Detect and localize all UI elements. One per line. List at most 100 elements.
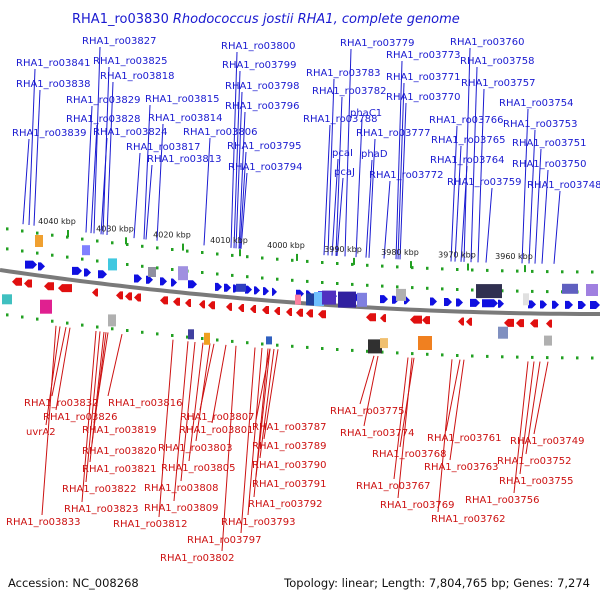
top-leader-line [100,137,108,235]
top-gene-label[interactable]: RHA1_ro03838 [16,79,91,90]
top-gene-label[interactable]: RHA1_ro03796 [225,101,300,112]
top-leader-line [460,165,468,262]
bottom-gene-label[interactable]: RHA1_ro03802 [160,553,235,564]
top-leader-line [230,51,238,248]
bottom-gene-label[interactable]: RHA1_ro03767 [356,481,431,492]
top-gene-label[interactable]: RHA1_ro03758 [460,56,535,67]
scale-dot [21,315,24,319]
top-gene-label[interactable]: RHA1_ro03788 [303,114,378,125]
bottom-gene-label[interactable]: RHA1_ro03797 [187,535,262,546]
top-gene-label[interactable]: RHA1_ro03806 [183,127,258,138]
top-gene-label[interactable]: pcaJ [334,167,355,178]
top-gene-label[interactable]: RHA1_ro03750 [512,159,587,170]
bottom-gene-label[interactable]: RHA1_ro03819 [82,425,157,436]
top-gene-label[interactable]: RHA1_ro03798 [225,81,300,92]
top-gene-label[interactable]: RHA1_ro03773 [386,50,461,61]
forward-gene-arrow [72,266,82,275]
bottom-gene-label[interactable]: RHA1_ro03821 [82,464,157,475]
top-gene-label[interactable]: RHA1_ro03794 [228,162,303,173]
top-gene-label[interactable]: RHA1_ro03800 [221,41,296,52]
bottom-gene-label[interactable]: RHA1_ro03803 [158,443,233,454]
top-gene-label[interactable]: RHA1_ro03770 [386,92,461,103]
forward-gene-arrow [272,287,277,296]
bottom-gene-label[interactable]: RHA1_ro03749 [510,436,585,447]
top-leader-line [145,164,153,240]
top-gene-label[interactable]: RHA1_ro03827 [82,36,157,47]
top-gene-label[interactable]: RHA1_ro03829 [66,95,141,106]
scale-dot [171,268,174,271]
top-gene-label[interactable]: RHA1_ro03777 [356,128,431,139]
bottom-gene-label[interactable]: RHA1_ro03823 [64,504,139,515]
bottom-gene-label[interactable]: RHA1_ro03833 [6,517,81,528]
bottom-gene-label[interactable]: RHA1_ro03807 [180,412,255,423]
scale-dot [456,268,459,271]
bottom-gene-label[interactable]: RHA1_ro03832 [24,398,99,409]
top-gene-label[interactable]: RHA1_ro03824 [93,127,168,138]
top-gene-label[interactable]: RHA1_ro03825 [93,56,168,67]
top-gene-label[interactable]: RHA1_ro03766 [429,115,504,126]
bottom-leader-line [253,348,269,498]
scale-dot [486,268,489,272]
top-gene-label[interactable]: RHA1_ro03779 [340,38,415,49]
feature-block [178,266,188,281]
top-gene-label[interactable]: RHA1_ro03782 [312,86,387,97]
top-gene-label[interactable]: RHA1_ro03815 [145,94,220,105]
top-gene-label[interactable]: RHA1_ro03754 [499,98,574,109]
top-gene-label[interactable]: RHA1_ro03748 [527,180,600,191]
bottom-gene-label[interactable]: RHA1_ro03787 [252,422,327,433]
top-gene-label[interactable]: RHA1_ro03839 [12,128,87,139]
bottom-gene-label[interactable]: RHA1_ro03805 [161,463,236,474]
bottom-gene-label[interactable]: RHA1_ro03790 [252,460,327,471]
bottom-gene-label[interactable]: RHA1_ro03791 [252,479,327,490]
top-gene-label[interactable]: RHA1_ro03813 [147,154,222,165]
bottom-gene-label[interactable]: RHA1_ro03789 [252,441,327,452]
top-gene-label[interactable]: RHA1_ro03753 [503,119,578,130]
bottom-gene-label[interactable]: RHA1_ro03793 [221,517,296,528]
bottom-gene-label[interactable]: RHA1_ro03763 [424,462,499,473]
top-gene-label[interactable]: RHA1_ro03818 [100,71,175,82]
top-gene-label[interactable]: RHA1_ro03760 [450,37,525,48]
bottom-gene-label[interactable]: RHA1_ro03762 [431,514,506,525]
top-gene-label[interactable]: RHA1_ro03751 [512,138,587,149]
bottom-gene-label[interactable]: RHA1_ro03816 [108,398,183,409]
bottom-gene-label[interactable]: RHA1_ro03755 [499,476,574,487]
bottom-gene-label[interactable]: RHA1_ro03769 [380,500,455,511]
top-gene-label[interactable]: RHA1_ro03814 [148,113,223,124]
bottom-gene-label[interactable]: RHA1_ro03756 [465,495,540,506]
top-gene-label[interactable]: RHA1_ro03765 [431,135,506,146]
bottom-gene-label[interactable]: RHA1_ro03826 [43,412,118,423]
bottom-gene-label[interactable]: RHA1_ro03775 [330,406,405,417]
top-gene-label[interactable]: RHA1_ro03799 [222,60,297,71]
scale-dot [306,259,309,263]
feature-block [396,288,406,301]
top-gene-label[interactable]: phaD [361,149,388,160]
bottom-gene-label[interactable]: RHA1_ro03768 [372,449,447,460]
top-gene-label[interactable]: RHA1_ro03771 [386,72,461,83]
bottom-gene-label[interactable]: RHA1_ro03761 [427,433,502,444]
bottom-gene-label[interactable]: RHA1_ro03752 [497,456,572,467]
bottom-gene-label[interactable]: RHA1_ro03809 [144,503,219,514]
bottom-gene-label[interactable]: RHA1_ro03792 [248,499,323,510]
bottom-gene-label[interactable]: RHA1_ro03822 [62,484,137,495]
bottom-gene-label[interactable]: RHA1_ro03808 [144,483,219,494]
feature-block [368,339,382,354]
top-gene-label[interactable]: RHA1_ro03764 [430,155,505,166]
top-gene-label[interactable]: RHA1_ro03772 [369,170,444,181]
top-gene-label[interactable]: RHA1_ro03828 [66,114,141,125]
top-gene-label[interactable]: RHA1_ro03783 [306,68,381,79]
bottom-gene-label[interactable]: RHA1_ro03774 [340,428,415,439]
top-gene-label[interactable]: RHA1_ro03841 [16,58,91,69]
bottom-leader-line [393,357,409,480]
scale-dot [411,266,414,270]
bottom-leader-line [519,361,535,475]
top-gene-label[interactable]: pcaI [332,148,353,159]
top-gene-label[interactable]: phaC1 [350,108,382,119]
top-gene-label[interactable]: RHA1_ro03817 [126,142,201,153]
top-gene-label[interactable]: RHA1_ro03795 [227,141,302,152]
bottom-gene-label[interactable]: RHA1_ro03801 [179,425,254,436]
bottom-gene-label[interactable]: RHA1_ro03812 [113,519,188,530]
top-gene-label[interactable]: RHA1_ro03757 [461,78,536,89]
bottom-gene-label[interactable]: uvrA2 [26,427,56,438]
bottom-gene-label[interactable]: RHA1_ro03820 [82,446,157,457]
top-gene-label[interactable]: RHA1_ro03759 [447,177,522,188]
